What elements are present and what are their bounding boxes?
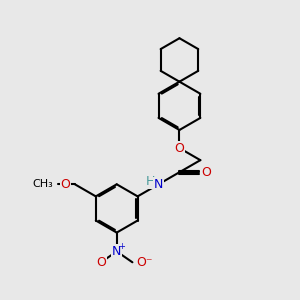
Text: N: N xyxy=(154,178,163,191)
Text: O: O xyxy=(96,256,106,269)
Text: H: H xyxy=(146,176,155,188)
Text: O: O xyxy=(61,178,70,191)
Text: O: O xyxy=(175,142,184,154)
Text: CH₃: CH₃ xyxy=(33,179,54,189)
Text: O⁻: O⁻ xyxy=(136,256,152,269)
Text: N: N xyxy=(112,245,122,258)
Text: +: + xyxy=(118,242,125,251)
Text: O: O xyxy=(201,166,211,179)
